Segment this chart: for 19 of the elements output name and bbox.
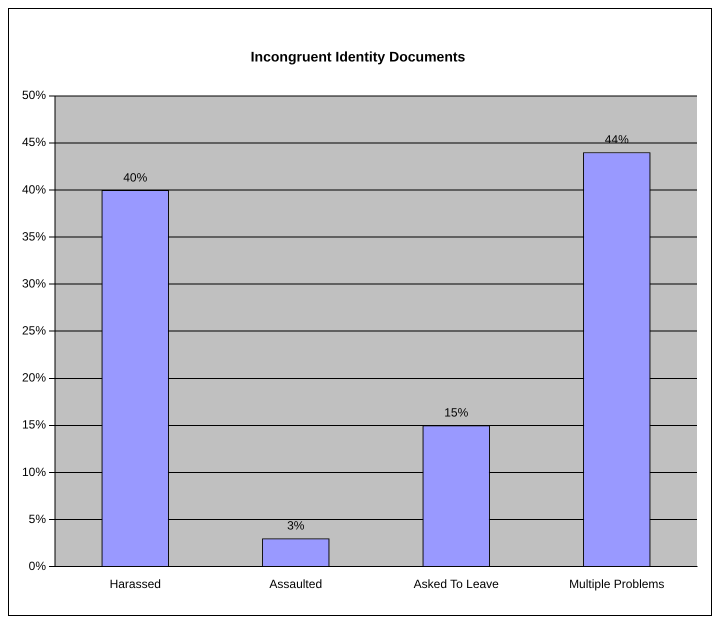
x-tick-label: Harassed xyxy=(110,577,161,592)
y-tick-label: 45% xyxy=(22,135,46,150)
y-tick-label: 40% xyxy=(22,182,46,196)
y-tick-label: 50% xyxy=(22,88,46,102)
y-tick-label: 25% xyxy=(22,324,46,338)
y-tick-label: 15% xyxy=(22,418,46,432)
y-tick-label: 5% xyxy=(28,512,46,526)
data-label: 3% xyxy=(287,518,305,533)
y-tick-label: 0% xyxy=(28,558,46,573)
x-tick-label: Assaulted xyxy=(269,577,322,592)
x-tick-label: Asked To Leave xyxy=(414,577,500,592)
y-tick-label: 20% xyxy=(22,370,46,385)
x-tick-label: Multiple Problems xyxy=(569,577,664,592)
data-label: 40% xyxy=(123,170,148,184)
data-label: 15% xyxy=(444,406,469,420)
y-tick-label: 30% xyxy=(22,276,46,290)
chart-title: Incongruent Identity Documents xyxy=(250,48,466,64)
y-tick-label: 35% xyxy=(22,229,46,244)
y-tick-label: 10% xyxy=(22,464,46,479)
